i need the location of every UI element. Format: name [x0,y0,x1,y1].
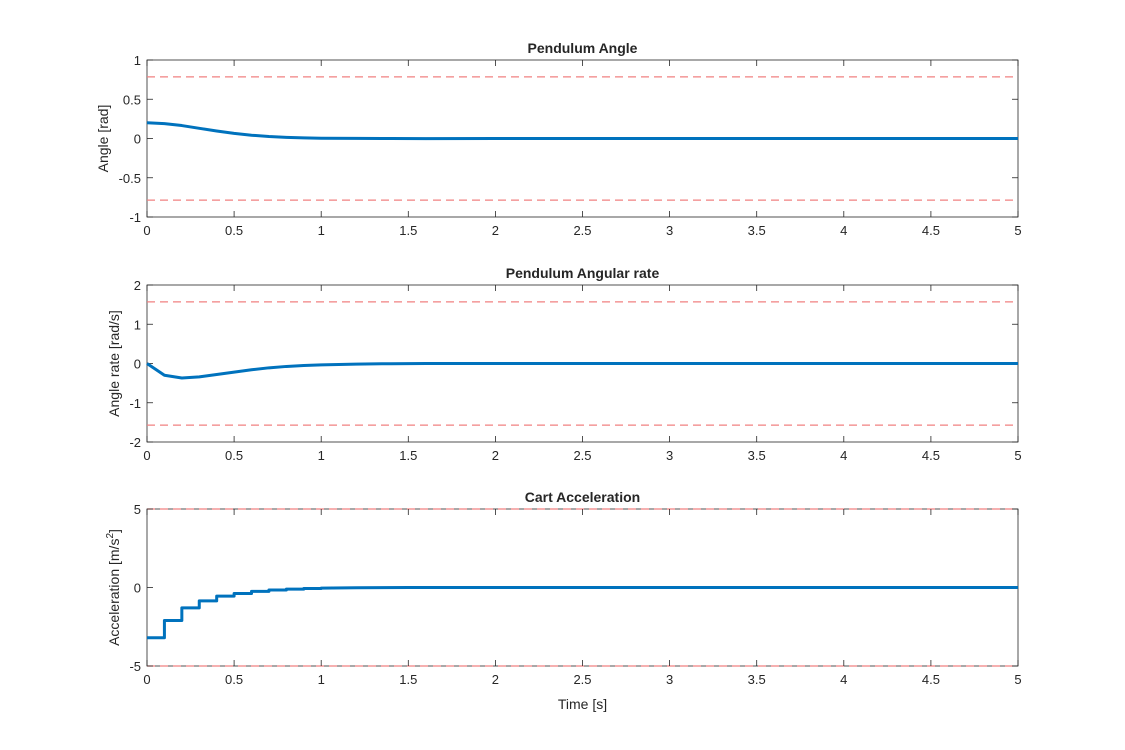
chart-panel-1: 0 0.5 1 1.5 2 2.5 3 3.5 4 4.5 5 -1 -0.5 0 0.5 1 Pendulum… [95,40,1022,238]
chart-title: Pendulum Angular rate [506,265,660,281]
y-tick-label: 1 [134,317,141,332]
x-tick-label: 2 [492,223,499,238]
x-tick-label: 4 [840,672,847,687]
y-axis-label: Angle [rad] [95,105,111,173]
x-tick-label: 4.5 [922,223,940,238]
x-tick-label: 3 [666,672,673,687]
x-tick-label: 0 [143,448,150,463]
chart-title: Cart Acceleration [525,489,640,505]
x-tick-label: 3.5 [748,448,766,463]
y-tick-label: 0.5 [123,92,141,107]
x-tick-label: 2 [492,448,499,463]
y-tick-label: -0.5 [119,171,141,186]
x-tick-label: 5 [1014,672,1021,687]
y-axis-label: Acceleration [m/s2] [105,529,122,646]
x-tick-label: 5 [1014,448,1021,463]
x-tick-label: 3.5 [748,672,766,687]
y-tick-label: 5 [134,502,141,517]
y-axis-label: Angle rate [rad/s] [106,310,122,417]
x-tick-label: 3 [666,223,673,238]
x-tick-label: 1.5 [399,448,417,463]
x-tick-label: 4 [840,223,847,238]
y-axis-label-text: Angle rate [rad/s] [106,310,122,417]
x-tick-label: 2.5 [573,672,591,687]
y-tick-label: -2 [129,435,141,450]
series-line-1 [147,586,1018,640]
x-tick-label: 4.5 [922,448,940,463]
y-axis-label-text: Angle [rad] [95,105,111,173]
series-line-1 [146,362,1018,380]
x-tick-label: 0 [143,223,150,238]
x-tick-label: 1 [318,672,325,687]
y-axis-label-text: Acceleration [m/s [106,539,122,646]
x-tick-label: 0.5 [225,223,243,238]
y-tick-label: -1 [129,210,141,225]
y-axis-label-suffix: ] [106,529,122,533]
y-axis-label-superscript: 2 [105,533,116,539]
x-tick-label: 1 [318,223,325,238]
x-tick-label: 2 [492,672,499,687]
x-tick-label: 0.5 [225,672,243,687]
chart-title: Pendulum Angle [528,40,638,56]
x-tick-label: 0 [143,672,150,687]
x-tick-label: 3.5 [748,223,766,238]
chart-panel-2: 0 0.5 1 1.5 2 2.5 3 3.5 4 4.5 5 -2 -1 0 1 2 Pendulum Ang… [106,265,1022,463]
x-tick-label: 2.5 [573,223,591,238]
y-tick-label: 2 [134,278,141,293]
y-tick-label: -1 [129,396,141,411]
x-axis-label: Time [s] [558,696,607,712]
y-tick-label: 0 [134,132,141,147]
x-tick-label: 4.5 [922,672,940,687]
x-tick-label: 3 [666,448,673,463]
x-tick-label: 1 [318,448,325,463]
x-tick-label: 1.5 [399,672,417,687]
x-tick-label: 2.5 [573,448,591,463]
y-tick-label: 0 [134,357,141,372]
y-tick-label: 1 [134,53,141,68]
x-tick-label: 4 [840,448,847,463]
x-tick-label: 1.5 [399,223,417,238]
y-tick-label: 0 [134,581,141,596]
series-line-1 [146,121,1018,141]
x-tick-label: 0.5 [225,448,243,463]
x-tick-label: 5 [1014,223,1021,238]
y-tick-label: -5 [129,659,141,674]
